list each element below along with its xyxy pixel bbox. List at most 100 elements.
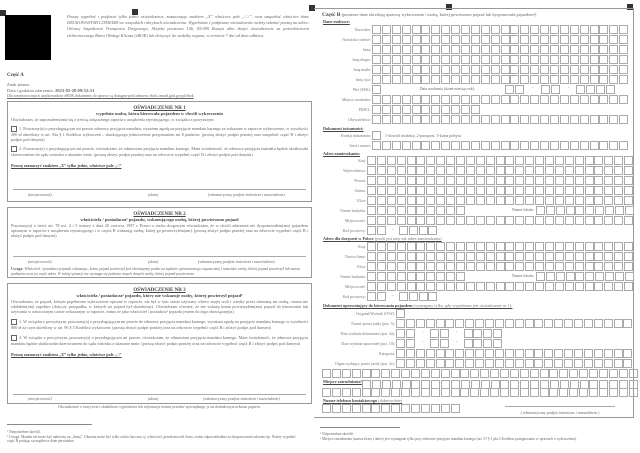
char-box[interactable]	[524, 349, 534, 358]
char-box[interactable]	[401, 55, 411, 64]
char-box[interactable]	[609, 35, 619, 44]
char-box[interactable]	[421, 35, 431, 44]
char-box[interactable]	[589, 75, 599, 84]
char-box[interactable]	[436, 196, 446, 205]
char-box[interactable]	[475, 319, 485, 328]
char-box[interactable]	[574, 252, 584, 261]
char-box[interactable]	[475, 242, 485, 251]
char-box[interactable]	[514, 319, 524, 328]
char-box[interactable]	[480, 55, 490, 64]
char-box[interactable]	[545, 186, 555, 195]
char-box[interactable]	[485, 156, 495, 165]
char-box[interactable]	[505, 176, 515, 185]
char-box[interactable]	[470, 25, 480, 34]
char-box[interactable]	[396, 176, 406, 185]
char-box[interactable]	[435, 359, 445, 368]
char-box[interactable]	[445, 349, 455, 358]
char-box[interactable]	[376, 196, 386, 205]
char-box[interactable]	[514, 349, 524, 358]
char-box[interactable]	[545, 252, 555, 261]
char-box[interactable]	[436, 272, 446, 281]
char-box[interactable]	[589, 45, 599, 54]
char-box[interactable]	[619, 45, 629, 54]
char-box[interactable]	[514, 85, 524, 94]
char-box[interactable]	[615, 272, 625, 281]
char-box[interactable]	[535, 262, 545, 271]
char-box[interactable]	[465, 349, 475, 358]
char-box[interactable]	[624, 282, 634, 291]
char-box[interactable]	[559, 75, 569, 84]
char-box[interactable]	[470, 65, 480, 74]
char-box[interactable]	[504, 85, 514, 94]
char-box[interactable]	[455, 359, 465, 368]
char-box[interactable]	[584, 282, 594, 291]
char-box[interactable]	[485, 176, 495, 185]
char-box[interactable]	[579, 45, 589, 54]
char-box[interactable]	[398, 292, 408, 301]
char-box[interactable]	[593, 359, 603, 368]
char-box[interactable]	[367, 176, 376, 185]
char-box[interactable]	[564, 282, 574, 291]
char-box[interactable]	[505, 166, 515, 175]
char-box[interactable]	[510, 141, 520, 150]
char-box[interactable]	[520, 65, 530, 74]
char-box[interactable]	[525, 196, 535, 205]
char-box[interactable]	[535, 216, 545, 225]
char-box[interactable]	[406, 216, 416, 225]
char-box[interactable]	[540, 55, 550, 64]
char-box[interactable]	[554, 319, 564, 328]
char-box[interactable]	[564, 319, 574, 328]
char-box[interactable]	[609, 115, 619, 124]
char-box[interactable]	[411, 55, 421, 64]
char-box[interactable]	[376, 262, 386, 271]
char-box[interactable]	[614, 242, 624, 251]
char-box[interactable]	[401, 95, 411, 104]
char-box[interactable]	[579, 55, 589, 64]
char-box[interactable]	[386, 242, 396, 251]
char-box[interactable]	[500, 388, 510, 397]
char-box[interactable]	[525, 166, 535, 175]
char-box[interactable]	[624, 156, 634, 165]
char-box[interactable]	[446, 176, 456, 185]
char-box[interactable]	[594, 262, 604, 271]
char-box[interactable]	[431, 55, 441, 64]
char-box[interactable]	[426, 206, 436, 215]
char-box[interactable]	[451, 115, 461, 124]
char-box[interactable]	[485, 216, 495, 225]
char-box[interactable]	[480, 388, 490, 397]
char-box[interactable]	[510, 35, 520, 44]
char-box[interactable]	[569, 55, 579, 64]
char-box[interactable]	[411, 388, 421, 397]
char-box[interactable]	[505, 216, 515, 225]
char-box[interactable]	[396, 349, 405, 358]
char-box[interactable]	[545, 166, 555, 175]
char-box[interactable]	[589, 141, 599, 150]
char-box[interactable]	[525, 242, 535, 251]
char-box[interactable]	[485, 319, 495, 328]
char-box[interactable]	[450, 404, 460, 413]
char-box[interactable]	[416, 166, 426, 175]
char-box[interactable]	[515, 176, 525, 185]
char-box[interactable]	[381, 35, 391, 44]
char-box[interactable]	[401, 25, 411, 34]
char-box[interactable]	[550, 35, 560, 44]
char-box[interactable]	[461, 115, 471, 124]
char-box[interactable]	[386, 176, 396, 185]
char-box[interactable]	[376, 206, 386, 215]
char-box[interactable]	[416, 196, 426, 205]
char-box[interactable]	[605, 272, 615, 281]
char-box[interactable]	[520, 35, 530, 44]
char-box[interactable]	[470, 141, 480, 150]
char-box[interactable]	[376, 176, 386, 185]
char-box[interactable]	[545, 272, 555, 281]
char-box[interactable]	[411, 75, 421, 84]
char-box[interactable]	[545, 196, 555, 205]
char-box[interactable]	[550, 141, 560, 150]
char-box[interactable]	[456, 262, 466, 271]
char-box[interactable]	[376, 242, 386, 251]
char-box[interactable]	[396, 242, 406, 251]
char-box[interactable]	[530, 65, 540, 74]
char-box[interactable]	[406, 166, 416, 175]
char-box[interactable]	[599, 45, 609, 54]
char-box[interactable]	[504, 319, 514, 328]
